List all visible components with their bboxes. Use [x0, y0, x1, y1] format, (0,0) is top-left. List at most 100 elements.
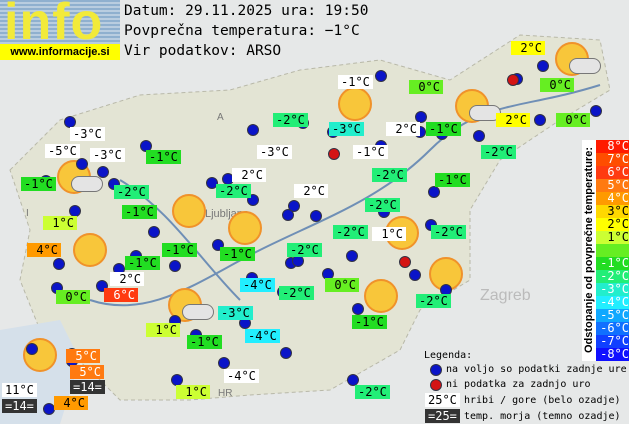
station-dot-icon[interactable]: [282, 209, 294, 221]
station-dot-icon[interactable]: [415, 111, 427, 123]
scale-row: -3°C: [596, 283, 629, 296]
station-temperature-label[interactable]: 6°C: [104, 288, 138, 302]
station-temperature-label[interactable]: 1°C: [43, 216, 77, 230]
station-temperature-label[interactable]: -2°C: [216, 184, 251, 198]
station-temperature-label[interactable]: 4°C: [54, 396, 88, 410]
station-temperature-label[interactable]: -1°C: [353, 145, 388, 159]
station-temperature-label[interactable]: 0°C: [325, 278, 359, 292]
station-temperature-label[interactable]: -2°C: [365, 198, 400, 212]
station-temperature-label[interactable]: -1°C: [146, 150, 181, 164]
legend-blue-dot-icon: [430, 364, 442, 376]
station-dot-icon[interactable]: [206, 177, 218, 189]
station-temperature-label[interactable]: 2°C: [294, 184, 328, 198]
station-temperature-label[interactable]: -1°C: [187, 335, 222, 349]
station-temperature-label[interactable]: 1°C: [146, 323, 180, 337]
station-temperature-label[interactable]: =14=: [2, 399, 37, 413]
station-no-data-dot-icon[interactable]: [328, 148, 340, 160]
station-temperature-label[interactable]: -4°C: [240, 278, 275, 292]
station-dot-icon[interactable]: [280, 347, 292, 359]
logo[interactable]: info www.informacije.si: [0, 0, 120, 60]
scale-row: -5°C: [596, 309, 629, 322]
station-dot-icon[interactable]: [534, 114, 546, 126]
station-temperature-label[interactable]: 4°C: [27, 243, 61, 257]
station-temperature-label[interactable]: -4°C: [245, 329, 280, 343]
station-temperature-label[interactable]: -4°C: [224, 369, 259, 383]
station-temperature-label[interactable]: 0°C: [556, 113, 590, 127]
station-temperature-label[interactable]: -2°C: [114, 185, 149, 199]
station-dot-icon[interactable]: [310, 210, 322, 222]
sun-icon: [338, 87, 372, 121]
station-temperature-label[interactable]: -2°C: [333, 225, 368, 239]
scale-row: -2°C: [596, 270, 629, 283]
station-temperature-label[interactable]: -2°C: [279, 286, 314, 300]
station-temperature-label[interactable]: 2°C: [110, 272, 144, 286]
station-dot-icon[interactable]: [590, 105, 602, 117]
station-temperature-label[interactable]: 0°C: [409, 80, 443, 94]
legend-sea-sample: =25=: [425, 409, 460, 423]
station-temperature-label[interactable]: 1°C: [176, 385, 210, 399]
station-dot-icon[interactable]: [53, 258, 65, 270]
cloud-icon: [182, 304, 214, 320]
station-temperature-label[interactable]: -1°C: [162, 243, 197, 257]
station-dot-icon[interactable]: [218, 357, 230, 369]
station-temperature-label[interactable]: 2°C: [511, 41, 545, 55]
station-temperature-label[interactable]: -1°C: [21, 177, 56, 191]
station-temperature-label[interactable]: -2°C: [287, 243, 322, 257]
station-temperature-label[interactable]: 5°C: [70, 365, 104, 379]
station-temperature-label[interactable]: 0°C: [56, 290, 90, 304]
scale-row: 7°C: [596, 153, 629, 166]
station-temperature-label[interactable]: 5°C: [66, 349, 100, 363]
station-dot-icon[interactable]: [26, 343, 38, 355]
station-temperature-label[interactable]: -3°C: [257, 145, 292, 159]
station-dot-icon[interactable]: [169, 260, 181, 272]
station-temperature-label[interactable]: -1°C: [435, 173, 470, 187]
station-temperature-label[interactable]: 2°C: [386, 122, 420, 136]
station-temperature-label[interactable]: -3°C: [70, 127, 105, 141]
station-temperature-label[interactable]: 2°C: [232, 168, 266, 182]
station-dot-icon[interactable]: [428, 186, 440, 198]
station-dot-icon[interactable]: [76, 158, 88, 170]
map-label-hr: HR: [218, 388, 232, 399]
logo-url-link[interactable]: www.informacije.si: [0, 44, 120, 60]
station-temperature-label[interactable]: -1°C: [352, 315, 387, 329]
station-temperature-label[interactable]: 11°C: [2, 383, 37, 397]
legend-hill-text: hribi / gore (belo ozadje): [464, 395, 621, 406]
station-dot-icon[interactable]: [352, 303, 364, 315]
station-temperature-label[interactable]: -3°C: [329, 122, 364, 136]
date-time: Datum: 29.11.2025 ura: 19:50: [124, 3, 369, 19]
station-temperature-label[interactable]: -2°C: [431, 225, 466, 239]
station-temperature-label[interactable]: -1°C: [426, 122, 461, 136]
station-temperature-label[interactable]: -5°C: [45, 144, 80, 158]
station-dot-icon[interactable]: [409, 269, 421, 281]
station-temperature-label[interactable]: -2°C: [372, 168, 407, 182]
scale-row: -1°C: [596, 257, 629, 270]
legend-sea-text: temp. morja (temno ozadje): [464, 411, 621, 422]
station-temperature-label[interactable]: -2°C: [481, 145, 516, 159]
station-temperature-label[interactable]: =14=: [70, 380, 105, 394]
station-temperature-label[interactable]: -1°C: [220, 247, 255, 261]
scale-row: 4°C: [596, 192, 629, 205]
map-label-a: A: [217, 112, 224, 123]
station-dot-icon[interactable]: [347, 374, 359, 386]
station-temperature-label[interactable]: 2°C: [496, 113, 530, 127]
station-dot-icon[interactable]: [148, 226, 160, 238]
station-temperature-label[interactable]: -3°C: [218, 306, 253, 320]
station-dot-icon[interactable]: [537, 60, 549, 72]
station-dot-icon[interactable]: [97, 166, 109, 178]
station-dot-icon[interactable]: [247, 124, 259, 136]
station-temperature-label[interactable]: -2°C: [355, 385, 390, 399]
station-dot-icon[interactable]: [346, 250, 358, 262]
station-temperature-label[interactable]: -1°C: [125, 256, 160, 270]
station-no-data-dot-icon[interactable]: [507, 74, 519, 86]
station-dot-icon[interactable]: [473, 130, 485, 142]
station-temperature-label[interactable]: 1°C: [372, 227, 406, 241]
station-temperature-label[interactable]: -1°C: [338, 75, 373, 89]
station-dot-icon[interactable]: [375, 70, 387, 82]
station-temperature-label[interactable]: -3°C: [90, 148, 125, 162]
station-temperature-label[interactable]: -2°C: [273, 113, 308, 127]
station-no-data-dot-icon[interactable]: [399, 256, 411, 268]
station-temperature-label[interactable]: 0°C: [540, 78, 574, 92]
legend-hill-sample: 25°C: [425, 393, 460, 407]
station-temperature-label[interactable]: -1°C: [122, 205, 157, 219]
station-temperature-label[interactable]: -2°C: [416, 294, 451, 308]
